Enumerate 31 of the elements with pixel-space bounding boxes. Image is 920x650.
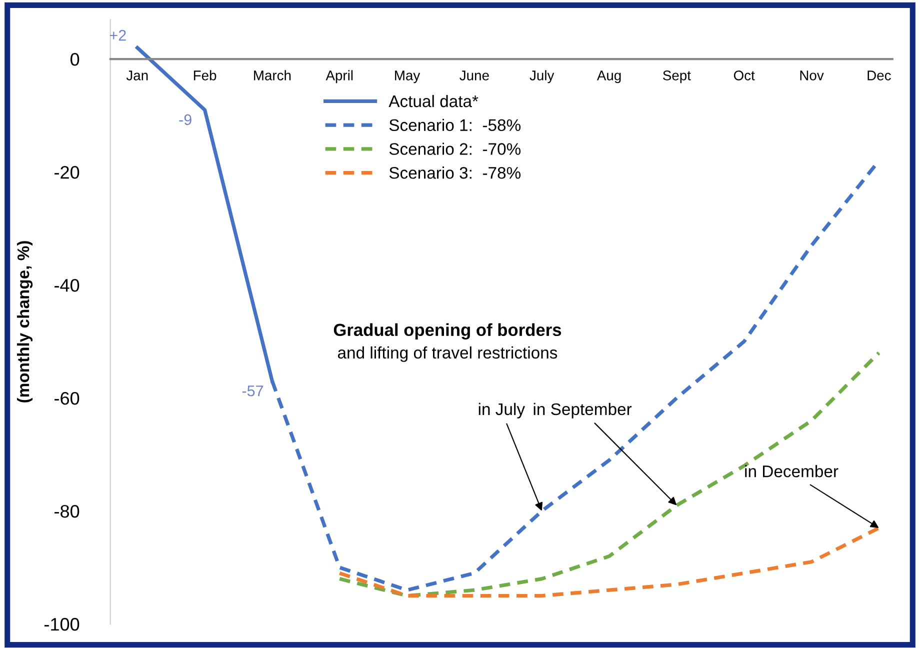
x-tick-label: March — [254, 70, 291, 80]
x-tick-label: Sept — [663, 70, 691, 84]
x-tick-label: Nov — [800, 70, 824, 80]
data-label: +2 — [110, 30, 126, 41]
x-tick-label: April — [326, 70, 353, 84]
legend-label: Scenario 3: -78% — [389, 166, 521, 179]
x-tick-label: Oct — [734, 70, 755, 80]
annotation: in July — [478, 402, 525, 418]
x-tick-label: July — [530, 70, 554, 84]
data-label: -9 — [179, 114, 192, 126]
x-tick-label: Feb — [194, 70, 216, 80]
x-tick-label: Jan — [126, 70, 148, 80]
annotation: in December — [745, 465, 838, 478]
y-tick-label: -100 — [44, 618, 80, 631]
legend-label: Scenario 2: -70% — [389, 142, 521, 155]
y-tick-label: -80 — [54, 504, 80, 518]
x-tick-label: June — [460, 70, 489, 80]
y-axis-title: (monthly change, %) — [16, 241, 33, 402]
data-label: -57 — [242, 386, 264, 396]
y-tick-label: -40 — [54, 278, 80, 292]
x-tick-label: May — [395, 70, 420, 84]
y-tick-label: -20 — [54, 166, 80, 179]
y-tick-label: -60 — [54, 392, 80, 405]
annotation: in September — [534, 402, 632, 418]
x-tick-label: Dec — [868, 70, 891, 80]
y-tick-label: 0 — [70, 52, 80, 66]
annotation: Gradual opening of borders — [334, 323, 562, 340]
annotation: and lifting of travel restrictions — [338, 346, 558, 362]
legend-label: Scenario 1: -58% — [389, 118, 521, 132]
x-tick-label: Aug — [596, 70, 621, 84]
legend-label: Actual data* — [388, 94, 478, 108]
